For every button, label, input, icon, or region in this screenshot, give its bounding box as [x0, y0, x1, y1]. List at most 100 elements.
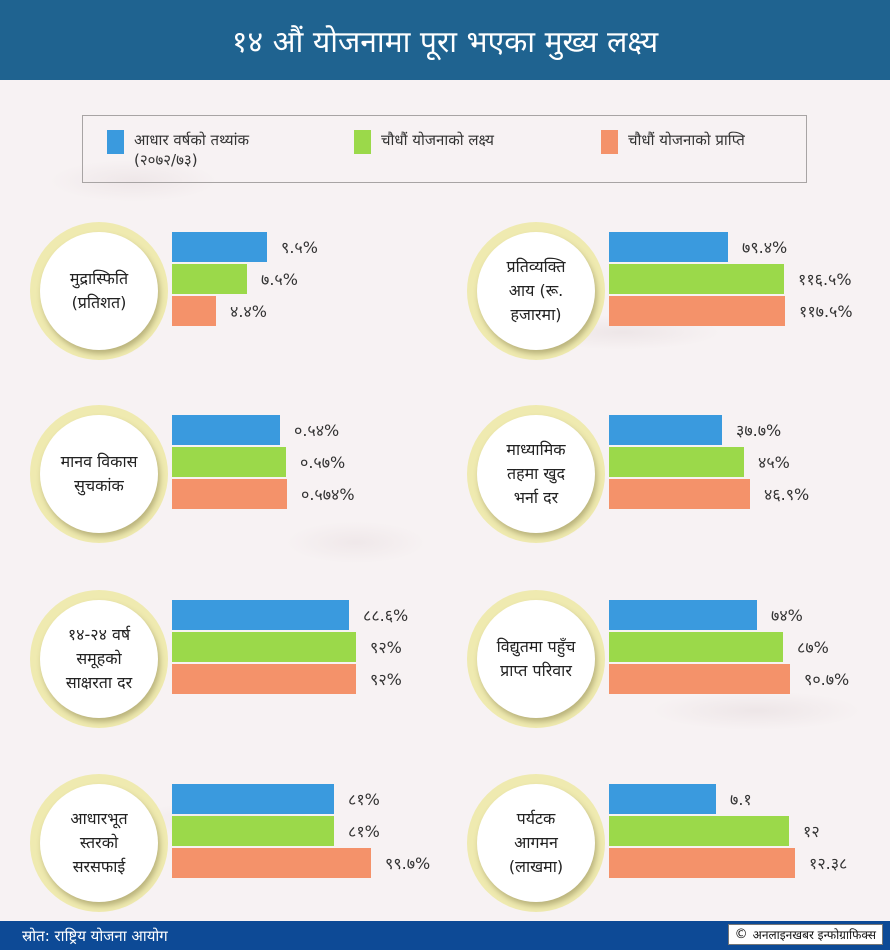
footer: स्रोत: राष्ट्रिय योजना आयोग © अनलाइनखबर … [0, 921, 890, 950]
bar-row-target: १२ [609, 816, 847, 846]
chart-panel-basic-sanitation: आधारभूत स्तरको सरसफाई ८१% ८१% ९९.७% [30, 764, 450, 914]
indicator-title-line: प्राप्त परिवार [500, 661, 572, 680]
bar-base [609, 415, 722, 445]
bar-row-target: ८७% [609, 632, 849, 662]
indicator-title-line: सरसफाई [72, 857, 126, 876]
bar-value-label: ८७% [797, 638, 829, 657]
bar-value-label: ०.५७४% [301, 485, 355, 504]
legend-label-base: आधार वर्षको तथ्यांक [134, 131, 249, 149]
indicator-title-line: १४-२४ वर्ष [67, 625, 131, 644]
bar-base [172, 232, 267, 262]
bar-row-achievement: ९०.७% [609, 664, 849, 694]
bar-group: ९.५% ७.५% ४.४% [172, 232, 318, 328]
page-title: १४ औं योजनामा पूरा भएका मुख्य लक्ष्य [231, 24, 659, 60]
chart-panel-per-capita-income: प्रतिव्यक्ति आय (रू. हजारमा) ७९.४% ११६.५% ११७… [467, 212, 887, 362]
bar-base [609, 600, 757, 630]
bar-target [172, 816, 334, 846]
bar-value-label: ७.१ [730, 790, 752, 809]
indicator-title-line: तहमा खुद [507, 464, 565, 483]
bar-row-base: ३७.७% [609, 415, 809, 445]
indicator-title-line: हजारमा) [510, 305, 562, 324]
bar-row-target: ८१% [172, 816, 430, 846]
indicator-title-line: मुद्रास्फिति [69, 269, 129, 288]
bar-target [609, 632, 783, 662]
bar-row-base: ०.५४% [172, 415, 355, 445]
indicator-circle: प्रतिव्यक्ति आय (रू. हजारमा) [477, 232, 595, 350]
chart-panel-hdi: मानव विकास सुचकांक ०.५४% ०.५७% ०.५७४% [30, 395, 450, 545]
bar-row-base: ८१% [172, 784, 430, 814]
bar-group: ८८.६% ९२% ९२% [172, 600, 408, 696]
bar-row-base: ७.१ [609, 784, 847, 814]
bar-value-label: ४.४% [230, 302, 267, 321]
bar-row-target: ७.५% [172, 264, 318, 294]
bar-row-achievement: ११७.५% [609, 296, 853, 326]
indicator-circle: १४-२४ वर्ष समूहको साक्षरता दर [40, 600, 158, 718]
bar-row-achievement: ०.५७४% [172, 479, 355, 509]
indicator-circle: माध्यामिक तहमा खुद भर्ना दर [477, 415, 595, 533]
bar-achievement [172, 296, 216, 326]
bar-group: ७.१ १२ १२.३८ [609, 784, 847, 880]
indicator-circle: विद्युतमा पहुँच प्राप्त परिवार [477, 600, 595, 718]
indicator-title-line: पर्यटक [516, 809, 556, 828]
indicator-title-line: साक्षरता दर [65, 673, 133, 692]
bar-achievement [172, 479, 287, 509]
bar-achievement [609, 479, 750, 509]
bar-row-base: ७९.४% [609, 232, 853, 262]
indicator-title-line: प्रतिव्यक्ति [506, 257, 566, 276]
bar-group: ०.५४% ०.५७% ०.५७४% [172, 415, 355, 511]
bar-row-achievement: ४.४% [172, 296, 318, 326]
bar-value-label: ९९.७% [385, 854, 431, 873]
legend-swatch-achievement [601, 130, 618, 154]
bar-row-base: ७४% [609, 600, 849, 630]
header-banner: १४ औं योजनामा पूरा भएका मुख्य लक्ष्य [0, 0, 890, 80]
bar-row-achievement: ९२% [172, 664, 408, 694]
indicator-circle: मानव विकास सुचकांक [40, 415, 158, 533]
bar-row-target: ४५% [609, 447, 809, 477]
bar-achievement [609, 664, 790, 694]
legend-label-achievement: चौधौं योजनाको प्राप्ति [628, 131, 745, 149]
bar-base [609, 784, 716, 814]
bar-value-label: ९२% [370, 670, 402, 689]
indicator-title-line: (प्रतिशत) [71, 293, 127, 312]
indicator-title-line: माध्यामिक [506, 440, 566, 459]
bar-base [172, 784, 334, 814]
bar-value-label: ४६.९% [764, 485, 810, 504]
bar-base [172, 600, 349, 630]
bar-target [609, 816, 789, 846]
bar-group: ७४% ८७% ९०.७% [609, 600, 849, 696]
legend-label-target: चौधौं योजनाको लक्ष्य [381, 131, 494, 149]
indicator-circle: मुद्रास्फिति (प्रतिशत) [40, 232, 158, 350]
credit-badge: © अनलाइनखबर इन्फोग्राफिक्स [727, 924, 883, 945]
indicator-title-line: स्तरको [79, 833, 119, 852]
indicator-title-line: विद्युतमा पहुँच [496, 637, 576, 656]
bar-achievement [172, 848, 371, 878]
bar-row-base: ८८.६% [172, 600, 408, 630]
bar-value-label: १२.३८ [809, 854, 848, 873]
indicator-title-line: भर्ना दर [513, 488, 559, 507]
chart-panel-inflation: मुद्रास्फिति (प्रतिशत) ९.५% ७.५% ४.४% [30, 212, 450, 362]
chart-panel-youth-literacy: १४-२४ वर्ष समूहको साक्षरता दर ८८.६% ९२% ९२% [30, 580, 450, 730]
indicator-circle: आधारभूत स्तरको सरसफाई [40, 784, 158, 902]
bar-row-target: ९२% [172, 632, 408, 662]
bar-row-target: ११६.५% [609, 264, 853, 294]
credit-text: अनलाइनखबर इन्फोग्राफिक्स [752, 928, 876, 942]
bar-group: ८१% ८१% ९९.७% [172, 784, 430, 880]
bar-value-label: ९०.७% [804, 670, 850, 689]
bar-achievement [172, 664, 356, 694]
indicator-title-line: समूहको [76, 649, 122, 668]
legend: आधार वर्षको तथ्यांक (२०७२/७३) चौधौं योजन… [82, 115, 807, 183]
bar-value-label: ७४% [771, 606, 803, 625]
legend-item-base: आधार वर्षको तथ्यांक (२०७२/७३) [107, 130, 249, 170]
bar-value-label: ४५% [758, 453, 790, 472]
indicator-title-line: आय (रू. [508, 281, 564, 300]
indicator-title-line: मानव विकास [60, 452, 138, 471]
bar-value-label: ८८.६% [363, 606, 409, 625]
bar-value-label: ०.५४% [294, 421, 340, 440]
legend-label-base-year: (२०७२/७३) [134, 151, 198, 169]
chart-panel-electricity-access: विद्युतमा पहुँच प्राप्त परिवार ७४% ८७% ९०.७% [467, 580, 887, 730]
bar-target [172, 447, 286, 477]
indicator-title-line: सुचकांक [74, 476, 124, 495]
indicator-circle: पर्यटक आगमन (लाखमा) [477, 784, 595, 902]
bar-value-label: ७९.४% [742, 238, 788, 257]
bar-value-label: ११७.५% [799, 302, 853, 321]
